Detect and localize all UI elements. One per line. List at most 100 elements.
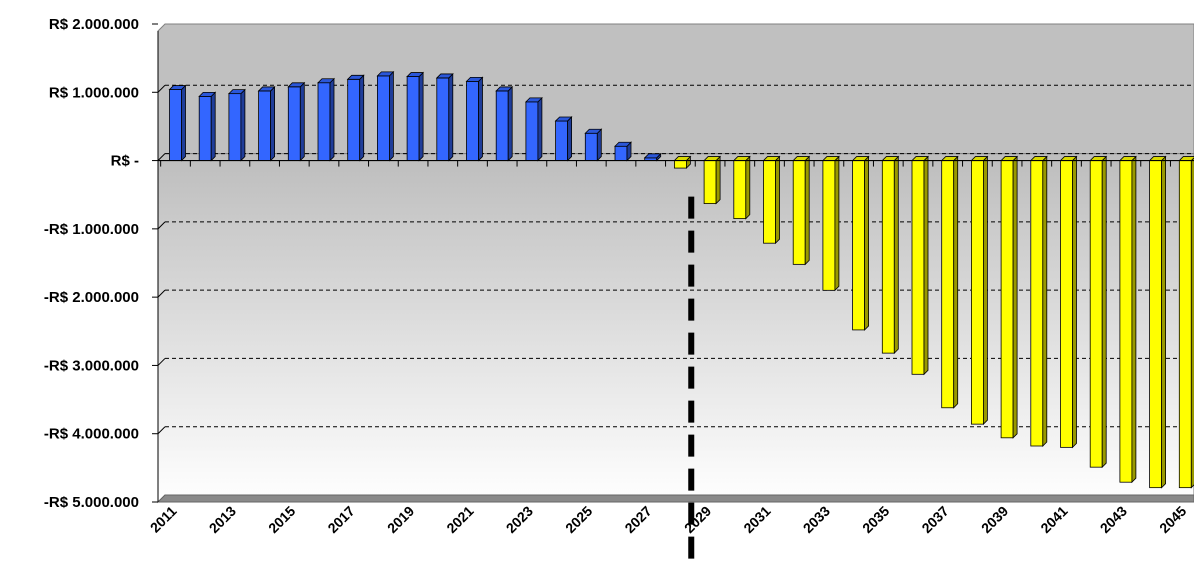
bar <box>732 155 751 220</box>
bar-side <box>181 84 186 162</box>
x-tick-label: 2011 <box>147 503 180 536</box>
y-tick-label: -R$ 4.000.000 <box>44 426 139 443</box>
bar <box>970 155 989 426</box>
bar-top <box>168 85 187 90</box>
bar-front <box>495 90 509 161</box>
bar <box>1029 155 1048 447</box>
bar-top <box>346 74 365 80</box>
bar-side <box>567 116 572 162</box>
bar <box>1148 155 1167 489</box>
x-tick-label: 2039 <box>978 503 1011 536</box>
x-axis-tick-labels: 2011 2013 2015 2017 2019 2021 2023 2025 2027 2029… <box>147 503 1190 536</box>
gridline-diagonal <box>157 84 166 93</box>
bar-top <box>198 91 217 97</box>
bar <box>881 155 900 355</box>
x-tick-label: 2015 <box>265 503 298 536</box>
bar <box>406 71 425 162</box>
x-tick-label: 2041 <box>1037 503 1070 536</box>
bar-front <box>703 160 717 204</box>
bar <box>198 91 217 162</box>
bar <box>703 155 722 205</box>
bar-side <box>359 74 365 162</box>
bar-front <box>287 86 301 161</box>
bars <box>168 70 1194 489</box>
bar-front <box>1000 160 1014 439</box>
bar <box>584 128 603 162</box>
bar-side <box>1131 155 1137 484</box>
bar-side <box>1012 155 1018 439</box>
bar-front <box>258 90 272 161</box>
bar-side <box>478 76 483 162</box>
bar-side <box>210 91 216 162</box>
x-tick-label: 2023 <box>503 503 536 536</box>
bar-side <box>1101 155 1107 469</box>
y-tick-label: R$ 2.000.000 <box>49 16 139 33</box>
bar-front <box>763 160 776 244</box>
bar <box>1000 155 1019 439</box>
bar-side <box>923 155 929 376</box>
bar-front <box>881 160 895 354</box>
y-tick-label: -R$ 1.000.000 <box>44 221 139 238</box>
bar-front <box>1149 160 1162 489</box>
bar-side <box>983 155 988 426</box>
bar <box>554 116 573 162</box>
bar-front <box>852 160 865 331</box>
bar <box>317 77 335 162</box>
x-tick-label: 2029 <box>681 503 714 536</box>
bar-front <box>971 160 984 425</box>
bar-top <box>465 76 484 82</box>
x-tick-label: 2031 <box>740 503 773 536</box>
bar-top <box>554 116 573 122</box>
bar <box>792 155 811 266</box>
y-axis-tick-labels: R$ 2.000.000 R$ 1.000.000 R$ - -R$ 1.000.00… <box>44 16 139 511</box>
bar-side <box>329 77 335 162</box>
bar-side <box>1161 155 1166 489</box>
bar-front <box>941 160 955 409</box>
bar-side <box>715 155 721 205</box>
bar-top <box>495 86 514 92</box>
bar <box>435 72 454 162</box>
x-tick-label: 2037 <box>918 503 951 536</box>
bar <box>643 152 662 162</box>
bar-front <box>406 76 420 161</box>
gridline-diagonal <box>157 426 166 435</box>
bar <box>495 85 514 162</box>
bar-side <box>893 155 899 355</box>
bar-front <box>674 160 687 169</box>
bar-top <box>406 72 425 77</box>
bar <box>673 155 692 170</box>
y-tick-label: R$ 1.000.000 <box>49 84 139 101</box>
bar-top <box>614 141 632 147</box>
gridline-diagonal <box>157 153 166 161</box>
bar-side <box>1042 155 1048 447</box>
bar <box>940 155 959 409</box>
bar-front <box>376 75 390 161</box>
bar-side <box>596 128 602 162</box>
bar <box>376 70 395 162</box>
bar <box>851 155 870 331</box>
bar-side <box>745 155 751 220</box>
bar-top <box>584 128 603 134</box>
bar <box>465 76 484 162</box>
bar-front <box>733 160 747 220</box>
bar-front <box>1178 160 1192 489</box>
bar-side <box>834 155 840 292</box>
x-tick-label: 2043 <box>1097 503 1130 536</box>
bar-side <box>507 85 513 162</box>
bar-top <box>643 153 662 159</box>
bar <box>1118 155 1137 484</box>
bar-front <box>1089 160 1103 468</box>
bar-front <box>1030 160 1044 447</box>
gridline-diagonal <box>157 289 166 298</box>
x-tick-label: 2025 <box>562 503 595 536</box>
x-tick-label: 2033 <box>800 503 833 536</box>
bar <box>1089 155 1108 469</box>
plot-wall-upper <box>157 23 1194 162</box>
bar-top <box>376 71 395 77</box>
bar-side <box>388 70 394 162</box>
gridlines <box>157 84 1194 435</box>
bar-top <box>435 73 454 79</box>
bar-front <box>614 145 628 161</box>
x-tick-label: 2035 <box>859 503 892 536</box>
